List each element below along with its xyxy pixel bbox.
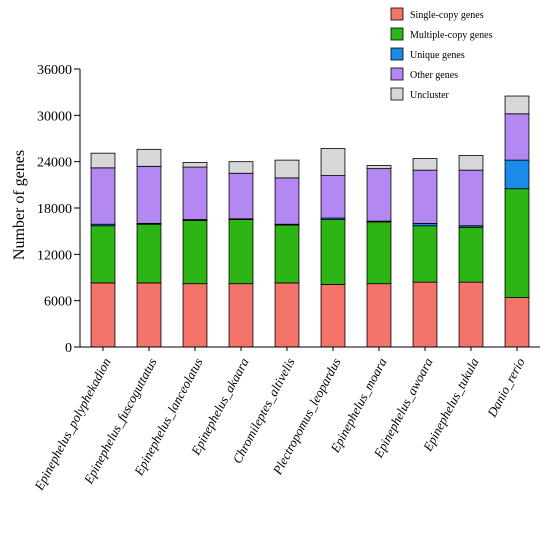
legend-swatch [390, 7, 404, 21]
bar-segment-single-copy-genes [90, 282, 116, 348]
bar-segment-single-copy-genes [274, 282, 300, 348]
legend-swatch [390, 27, 404, 41]
bar-segment-other-genes [182, 166, 208, 220]
bar-segment-uncluster [504, 95, 530, 115]
bar-segment-uncluster [412, 158, 438, 171]
bar-segment-other-genes [136, 165, 162, 224]
bar-segment-multiple-copy-genes [228, 219, 254, 285]
bar-segment-other-genes [504, 113, 530, 161]
legend-label: Single-copy genes [410, 10, 484, 21]
bar-segment-uncluster [228, 161, 254, 174]
bar-segment-multiple-copy-genes [182, 219, 208, 285]
y-axis-title: Number of genes [11, 150, 28, 260]
y-tick-label: 18000 [37, 202, 72, 217]
y-tick-label: 24000 [37, 156, 72, 171]
bar-segment-uncluster [274, 159, 300, 179]
legend: Single-copy genes Multiple-copy genes Uniq… [390, 7, 493, 101]
legend-label: Other genes [410, 70, 458, 81]
bar-segment-multiple-copy-genes [458, 226, 484, 283]
bar-segment-unique-genes [504, 159, 530, 190]
legend-swatch [390, 67, 404, 81]
bar-segment-multiple-copy-genes [412, 225, 438, 283]
bar-segment-multiple-copy-genes [136, 223, 162, 284]
y-tick-label: 12000 [37, 248, 72, 263]
bar-segment-single-copy-genes [136, 282, 162, 348]
y-tick-label: 6000 [44, 295, 72, 310]
bar-segment-multiple-copy-genes [274, 224, 300, 284]
bar-segment-multiple-copy-genes [90, 225, 116, 284]
y-tick-label: 0 [65, 341, 72, 356]
bar-segment-multiple-copy-genes [320, 219, 346, 285]
bar-segment-multiple-copy-genes [504, 188, 530, 298]
bar-segment-other-genes [228, 172, 254, 220]
bar-segment-multiple-copy-genes [366, 221, 392, 285]
bar-segment-uncluster [90, 152, 116, 169]
bars [90, 95, 530, 348]
legend-swatch [390, 47, 404, 61]
legend-label: Unique genes [410, 50, 465, 61]
y-tick-label: 30000 [37, 109, 72, 124]
bar-segment-single-copy-genes [458, 281, 484, 348]
bar-segment-single-copy-genes [182, 283, 208, 348]
bar-segment-single-copy-genes [412, 281, 438, 348]
bar-segment-uncluster [182, 162, 208, 168]
bar-segment-uncluster [136, 148, 162, 167]
bar-segment-other-genes [274, 177, 300, 225]
bar-segment-other-genes [366, 168, 392, 222]
bar-segment-other-genes [458, 169, 484, 227]
y-tick-label: 36000 [37, 63, 72, 78]
legend-label: Uncluster [410, 90, 450, 101]
bar-segment-other-genes [320, 175, 346, 219]
bar-segment-single-copy-genes [228, 283, 254, 348]
bar-segment-uncluster [458, 155, 484, 171]
legend-label: Multiple-copy genes [410, 30, 493, 41]
x-tick-label: Epinephelus_polyphekadion [31, 355, 114, 493]
x-axis: Epinephelus_polyphekadionEpinephelus_fus… [31, 346, 540, 493]
bar-segment-single-copy-genes [366, 283, 392, 348]
bar-segment-other-genes [90, 167, 116, 225]
bar-segment-uncluster [366, 165, 392, 170]
y-axis: 0 6000 12000 18000 24000 30000 36000 [37, 63, 81, 356]
x-tick-label: Danio_rerio [484, 355, 528, 420]
bar-segment-uncluster [320, 148, 346, 176]
bar-segment-single-copy-genes [320, 284, 346, 348]
legend-swatch [390, 87, 404, 101]
bar-segment-single-copy-genes [504, 297, 530, 348]
bar-segment-other-genes [412, 169, 438, 224]
